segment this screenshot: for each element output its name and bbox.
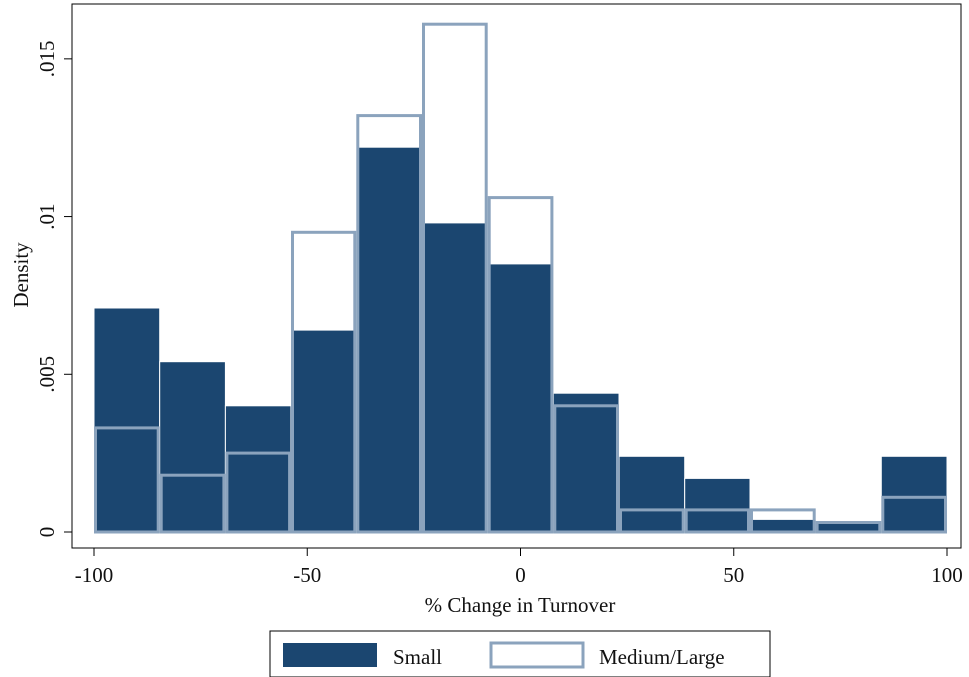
- axes-layer: -100 -50 0 50 100 0 .005 .01 .015: [35, 41, 963, 587]
- y-axis-label: Density: [9, 242, 33, 308]
- bar-small: [355, 146, 423, 533]
- bar-small: [749, 518, 817, 533]
- y-tick-label: .01: [35, 203, 59, 229]
- legend-swatch-medium-large: [489, 641, 585, 669]
- bar-small: [421, 222, 489, 533]
- bar-small: [224, 405, 292, 533]
- bar-medium-large: [225, 451, 292, 534]
- bar-small: [618, 455, 686, 533]
- y-tick-label: 0: [35, 527, 59, 538]
- bar-medium-large: [356, 114, 422, 534]
- bar-medium-large: [159, 473, 226, 534]
- x-tick-label: -50: [293, 563, 321, 587]
- y-tick-label: .015: [35, 41, 59, 78]
- bar-medium-large: [750, 508, 816, 534]
- bar-small: [159, 361, 226, 533]
- x-tick-label: 0: [515, 563, 526, 587]
- bar-medium-large: [291, 230, 357, 534]
- legend-label-small: Small: [393, 645, 442, 669]
- x-tick-label: -100: [75, 563, 114, 587]
- bar-medium-large: [815, 521, 882, 534]
- legend: Small Medium/Large: [269, 630, 771, 677]
- bar-medium-large: [881, 495, 947, 534]
- bar-medium-large: [487, 196, 554, 534]
- bar-small: [880, 455, 948, 533]
- bar-small: [487, 263, 554, 533]
- bar-small: [290, 329, 357, 533]
- bar-medium-large: [94, 426, 160, 534]
- legend-swatch-small: [283, 643, 377, 667]
- y-tick-label: .005: [35, 356, 59, 393]
- bar-small: [684, 477, 751, 533]
- x-axis-label: % Change in Turnover: [425, 593, 616, 617]
- bar-medium-large: [684, 508, 751, 534]
- bar-small: [93, 307, 161, 533]
- bar-medium-large: [553, 404, 619, 534]
- legend-label-medium-large: Medium/Large: [599, 645, 725, 669]
- bars-layer: [93, 22, 948, 534]
- bar-medium-large: [422, 22, 488, 534]
- bar-small: [552, 392, 620, 533]
- x-tick-label: 100: [931, 563, 963, 587]
- x-tick-label: 50: [723, 563, 744, 587]
- bar-medium-large: [619, 508, 685, 534]
